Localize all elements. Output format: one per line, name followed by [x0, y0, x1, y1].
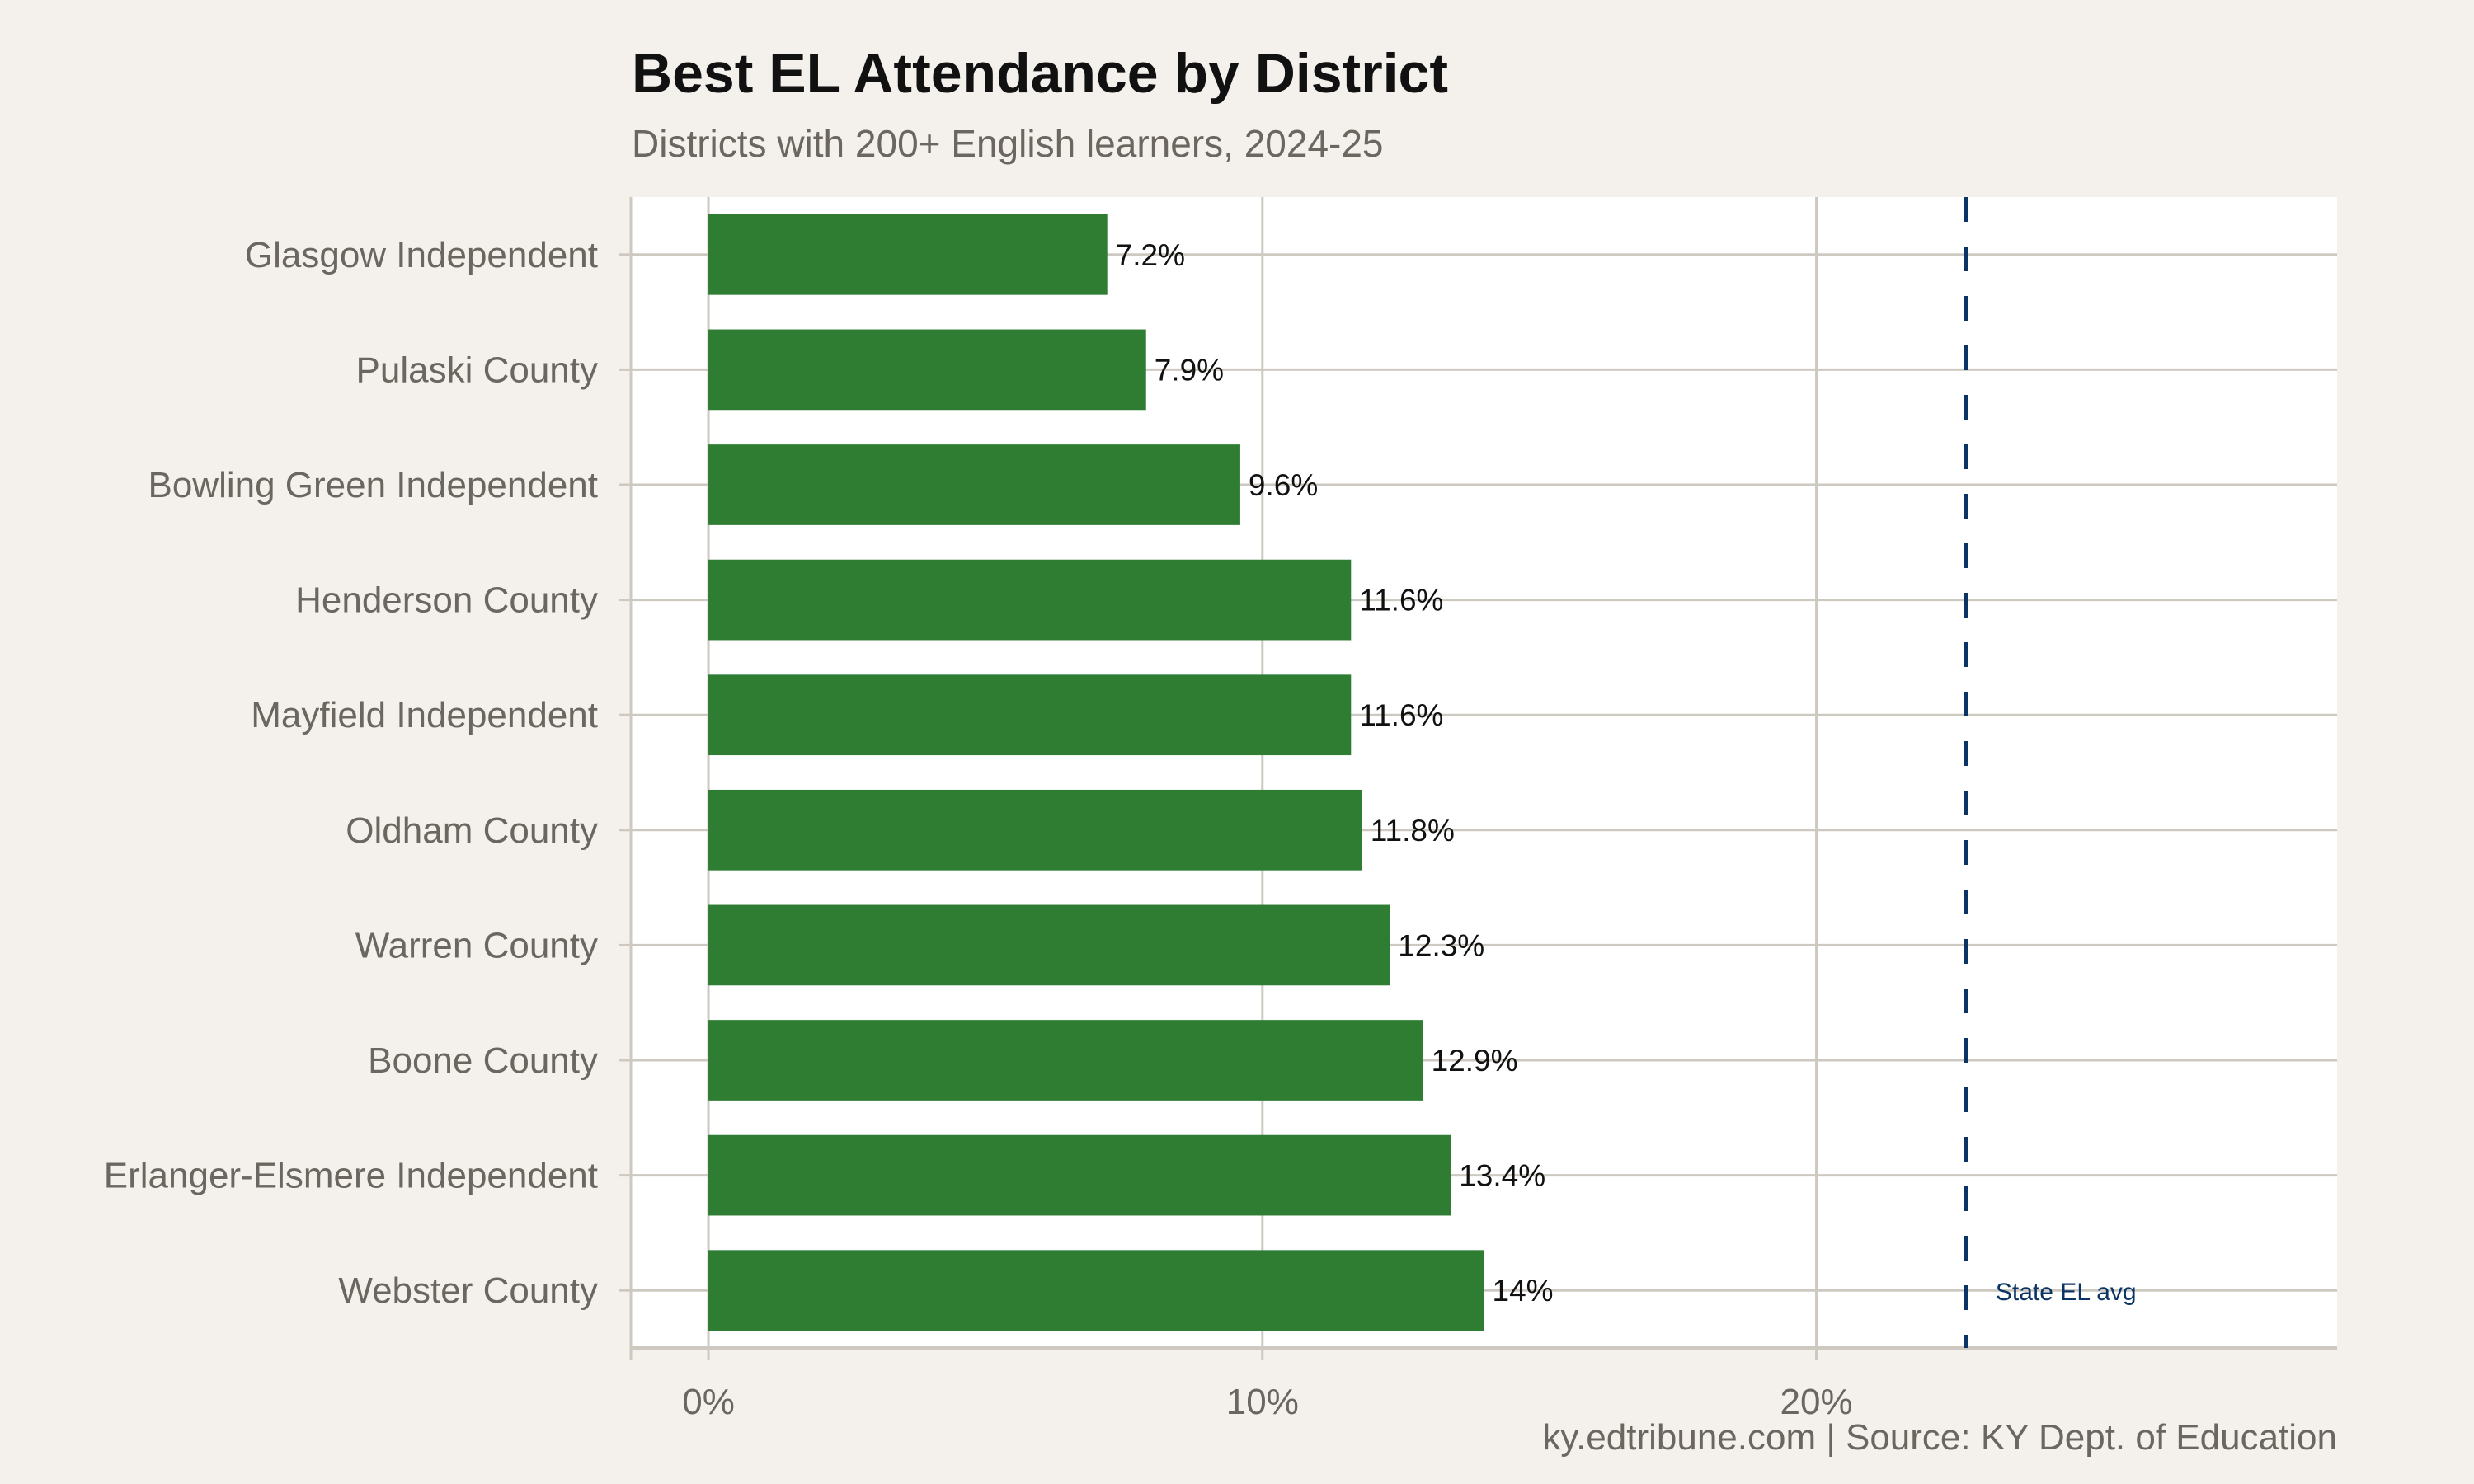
data-label: 12.3% [1398, 928, 1484, 962]
chart-caption: ky.edtribune.com | Source: KY Dept. of E… [1542, 1417, 2337, 1458]
bar [708, 674, 1352, 756]
y-tick-label: Warren County [355, 925, 598, 965]
reference-line-group: State EL avg [1964, 197, 2137, 1348]
y-tick-label: Bowling Green Independent [148, 465, 598, 505]
bar [708, 444, 1240, 525]
bar [708, 1020, 1423, 1101]
chart-subtitle: Districts with 200+ English learners, 20… [632, 122, 1384, 165]
bar [708, 559, 1352, 641]
y-tick-label: Pulaski County [356, 350, 598, 390]
bars: 7.2% 7.9% 9.6% 11.6% 11.6% 11.8% 12.3% 12.9% 13.… [708, 214, 1554, 1331]
y-tick-label: Oldham County [346, 810, 598, 851]
bar [708, 1250, 1484, 1331]
y-tick-label: Erlanger-Elsmere Independent [104, 1156, 598, 1196]
data-label: 11.6% [1359, 584, 1443, 618]
bar [708, 329, 1146, 411]
axes: 0% 10% 20% Glasgow Independent Pulaski Count… [104, 197, 2337, 1422]
data-label: 7.9% [1155, 353, 1224, 387]
bar [708, 1134, 1451, 1216]
state-average-label: State EL avg [1996, 1279, 2137, 1306]
data-label: 9.6% [1249, 468, 1318, 502]
y-tick-label: Webster County [338, 1270, 598, 1311]
data-label: 14% [1493, 1274, 1554, 1308]
data-label: 11.6% [1359, 698, 1443, 732]
y-tick-label: Mayfield Independent [251, 695, 598, 735]
data-label: 12.9% [1432, 1044, 1518, 1078]
y-tick-label: Henderson County [295, 580, 598, 621]
x-tick-label: 0% [682, 1382, 735, 1422]
chart-title: Best EL Attendance by District [632, 42, 1448, 105]
y-tick-label: Glasgow Independent [245, 235, 598, 275]
x-tick-label: 10% [1226, 1382, 1299, 1422]
data-label: 13.4% [1459, 1159, 1545, 1193]
y-tick-label: Boone County [368, 1040, 598, 1081]
bar [708, 789, 1362, 871]
data-label: 7.2% [1116, 238, 1185, 272]
bar [708, 904, 1390, 986]
data-label: 11.8% [1371, 814, 1455, 848]
x-tick-label: 20% [1780, 1382, 1853, 1422]
bar [708, 214, 1108, 295]
